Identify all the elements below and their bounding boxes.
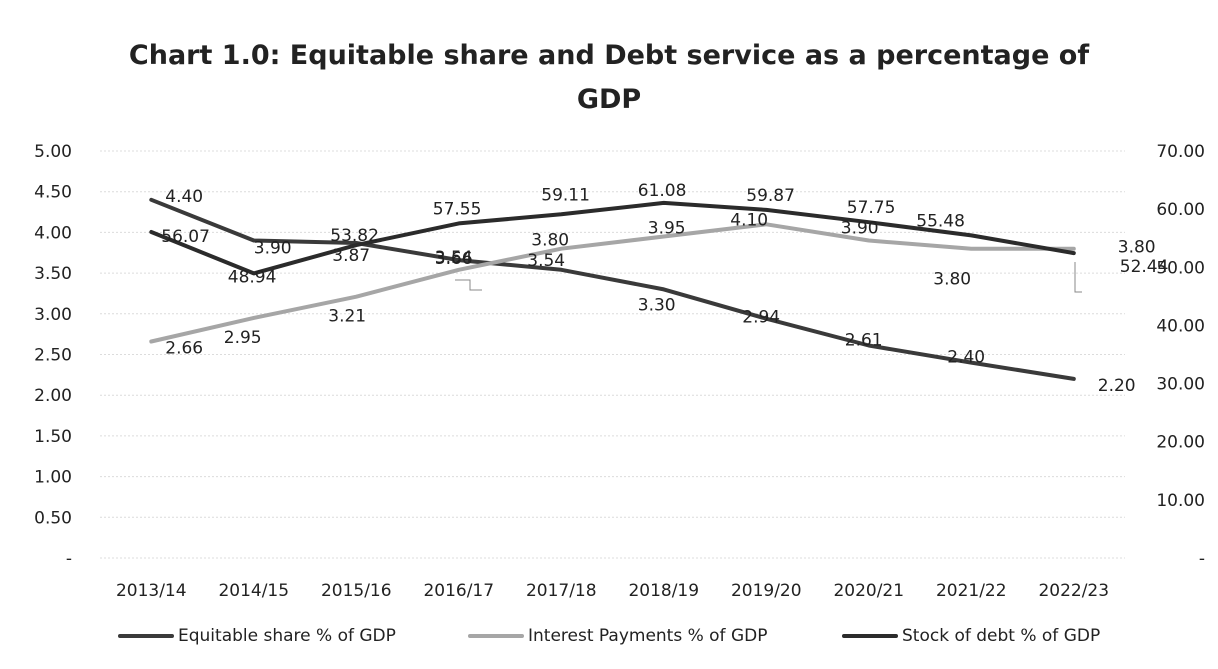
leader-line [1074,262,1082,293]
legend-label: Stock of debt % of GDP [902,626,1101,646]
data-label: 4.10 [730,210,768,230]
data-label: 55.48 [916,211,965,231]
legend-label: Equitable share % of GDP [178,626,396,646]
legend-swatch [118,634,174,638]
data-label: 2.61 [845,331,883,351]
left-axis-tick-label: 3.50 [34,264,72,284]
legend-label: Interest Payments % of GDP [528,626,768,646]
right-axis-tick-label: 50.00 [1156,258,1205,278]
data-label: 57.75 [847,198,896,218]
data-label: 2.95 [224,328,262,348]
data-label: 3.87 [332,246,370,266]
chart-title-line-1: Chart 1.0: Equitable share and Debt serv… [128,40,1090,71]
right-axis-tick-label: 70.00 [1156,142,1205,162]
data-labels: 4.403.90 3.87 3.66 3.543.302.942.612.402.20… [161,181,1168,396]
left-axis-tick-label: 1.50 [34,427,72,447]
legend-item-equitable-share: Equitable share % of GDP [118,626,396,646]
data-label: 3.80 [531,231,569,251]
right-axis-tick-label: 10.00 [1156,491,1205,511]
left-axis-tick-label: 0.50 [34,508,72,528]
right-axis-tick-label: - [1199,549,1205,569]
right-axis-tick-label: 20.00 [1156,433,1205,453]
data-label: 53.82 [330,226,379,246]
x-axis-tick-label: 2022/23 [1038,581,1109,601]
data-label: 59.87 [746,186,795,206]
data-label: 2.20 [1098,376,1136,396]
left-axis-tick-label: 4.00 [34,223,72,243]
data-label: 56.07 [161,227,210,247]
equitable-share-line [149,197,1076,381]
chart-title: Chart 1.0: Equitable share and Debt serv… [0,34,1218,122]
legend-swatch [842,634,898,638]
data-label: 3.80 [933,270,971,290]
x-axis-tick-label: 2021/22 [936,581,1007,601]
right-axis-tick-label: 40.00 [1156,316,1205,336]
data-label: 2.94 [742,308,780,328]
left-axis-tick-label: 2.00 [34,386,72,406]
data-label: 3.66 [435,249,473,269]
left-axis-tick-label: - [66,549,72,569]
series-lines [149,197,1076,381]
x-axis-tick-label: 2018/19 [628,581,699,601]
x-axis-tick-label: 2016/17 [423,581,494,601]
data-label: 52.44 [1120,257,1169,277]
left-axis-tick-label: 1.00 [34,468,72,488]
x-axis-tick-label: 2019/20 [731,581,802,601]
legend: Equitable share % of GDP Interest Paymen… [0,626,1218,654]
data-label: 3.95 [648,218,686,238]
x-axis-tick-label: 2015/16 [321,581,392,601]
right-axis-ticks: - 10.00 20.00 30.00 40.00 50.00 60.00 70.00 [1156,142,1205,569]
data-label: 3.80 [1118,238,1156,258]
legend-swatch [468,634,524,638]
data-label: 2.66 [165,338,203,358]
legend-item-stock-of-debt: Stock of debt % of GDP [842,626,1100,646]
x-axis-ticks: 2013/14 2014/15 2015/16 2016/17 2017/18 2018/… [116,581,1109,601]
data-label: 3.54 [435,248,473,268]
x-axis-tick-label: 2020/21 [833,581,904,601]
x-axis-tick-label: 2014/15 [218,581,289,601]
interest-payments-line [149,222,1076,344]
data-label: 48.94 [228,267,277,287]
data-label: 3.21 [328,307,366,327]
data-label: 61.08 [638,181,687,201]
right-axis-tick-label: 60.00 [1156,200,1205,220]
stock-of-debt-line [149,200,1076,276]
data-label: 59.11 [541,185,590,205]
left-axis-ticks: - 0.50 1.00 1.50 2.00 2.50 3.00 3.50 4.00 4.50 5.0… [34,142,72,569]
x-axis-tick-label: 2013/14 [116,581,187,601]
data-label: 3.90 [254,239,292,259]
right-axis-tick-label: 30.00 [1156,375,1205,395]
gridlines [100,150,1125,559]
leader-line [455,279,482,291]
data-label: 3.54 [527,251,565,271]
data-label: 4.40 [165,187,203,207]
left-axis-tick-label: 5.00 [34,142,72,162]
data-label: 3.90 [841,219,879,239]
left-axis-tick-label: 2.50 [34,346,72,366]
data-label: 3.30 [638,295,676,315]
left-axis-tick-label: 4.50 [34,183,72,203]
chart-title-line-2: GDP [576,84,642,115]
x-axis-tick-label: 2017/18 [526,581,597,601]
left-axis-tick-label: 3.00 [34,305,72,325]
legend-item-interest-payments: Interest Payments % of GDP [468,626,767,646]
data-label: 2.40 [947,348,985,368]
data-label: 57.55 [433,199,482,219]
